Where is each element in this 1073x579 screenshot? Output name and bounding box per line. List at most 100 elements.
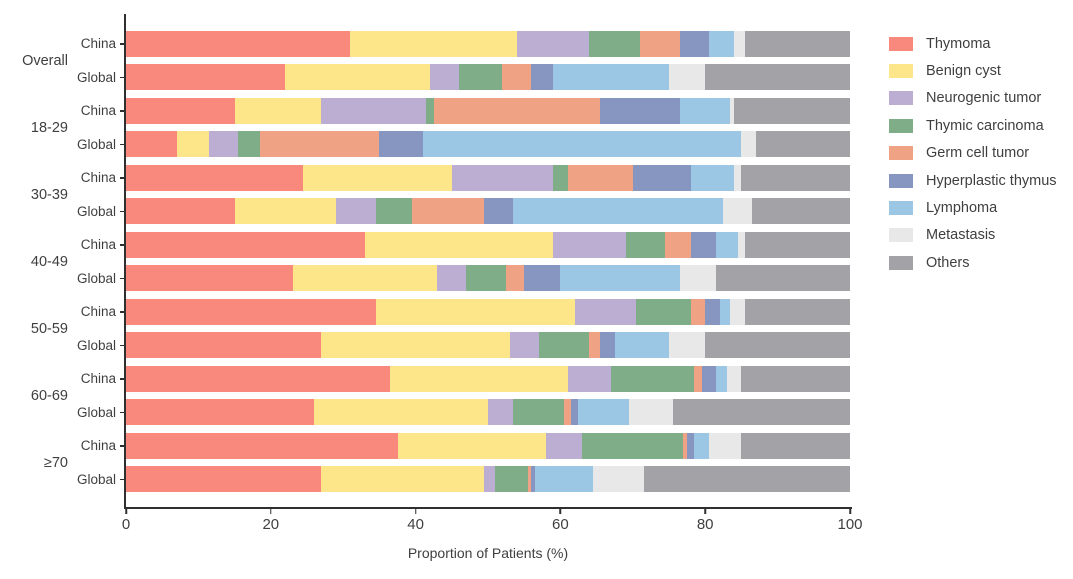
bar-segment-metastasis: [726, 365, 742, 392]
bar-segment-thymoma: [126, 298, 376, 325]
y-tick: [120, 43, 125, 45]
bar-segment-metastasis: [723, 198, 753, 225]
bar-segment-thymoma: [126, 265, 293, 292]
bar-segment-benign-cyst: [350, 30, 517, 57]
bar-segment-hyperplastic-thymus: [632, 164, 691, 191]
bar-segment-metastasis: [730, 298, 745, 325]
bar-row-30-39-China: China: [81, 161, 850, 195]
bar-segment-thymic-carcinoma: [625, 231, 666, 258]
y-tick: [120, 143, 125, 145]
bar-segment-neurogenic-tumor: [209, 131, 239, 158]
bar-segment-lymphoma: [614, 332, 669, 359]
bar-segment-thymoma: [126, 365, 391, 392]
bar-segment-benign-cyst: [375, 298, 575, 325]
bar-segment-thymoma: [126, 399, 315, 426]
y-tick: [120, 311, 125, 313]
bar-segment-benign-cyst: [234, 97, 322, 124]
bar-row-60-69-Global: Global: [77, 396, 850, 430]
bar-segment-others: [643, 466, 850, 493]
bar-segment-thymoma: [126, 198, 235, 225]
bar-segment-germ-cell-tumor: [506, 265, 525, 292]
legend-item-germ-cell-tumor: Germ cell tumor: [889, 140, 1057, 167]
row-label-china: China: [80, 36, 116, 52]
y-tick: [120, 110, 125, 112]
bar-segment-germ-cell-tumor: [563, 399, 572, 426]
legend-item-others: Others: [889, 249, 1057, 276]
bar-segment-others: [741, 164, 850, 191]
legend-label: Lymphoma: [926, 200, 998, 217]
bar-row-50-59-Global: Global: [77, 329, 850, 363]
bar-row-60-69-China: China: [81, 362, 850, 396]
stacked-bar: [126, 30, 850, 57]
x-tick-label: 100: [837, 516, 863, 533]
bar-row-≥70-Global: Global: [77, 463, 850, 497]
bar-segment-hyperplastic-thymus: [679, 30, 709, 57]
bar-segment-thymoma: [126, 97, 235, 124]
bar-segment-lymphoma: [578, 399, 630, 426]
legend-label: Others: [926, 254, 970, 271]
legend-item-benign-cyst: Benign cyst: [889, 57, 1057, 84]
group-label-30-39: 30-39: [30, 186, 68, 203]
bar-segment-germ-cell-tumor: [502, 64, 532, 91]
bar-segment-others: [744, 231, 850, 258]
stacked-bar: [126, 432, 850, 459]
bar-segment-hyperplastic-thymus: [571, 399, 579, 426]
bar-segment-thymoma: [126, 131, 177, 158]
bar-segment-thymic-carcinoma: [582, 432, 684, 459]
y-tick: [120, 210, 125, 212]
bar-segment-neurogenic-tumor: [574, 298, 637, 325]
bar-segment-metastasis: [734, 164, 742, 191]
bar-segment-germ-cell-tumor: [589, 332, 601, 359]
row-label-global: Global: [76, 404, 116, 420]
stacked-bar: [126, 97, 850, 124]
bar-segment-benign-cyst: [321, 466, 485, 493]
bar-segment-lymphoma: [422, 131, 742, 158]
stacked-bar: [126, 466, 850, 493]
bar-segment-germ-cell-tumor: [411, 198, 485, 225]
bar-segment-neurogenic-tumor: [437, 265, 467, 292]
row-label-global: Global: [76, 136, 116, 152]
y-tick: [120, 445, 125, 447]
y-tick: [120, 344, 125, 346]
bar-segment-thymic-carcinoma: [538, 332, 590, 359]
bar-segment-metastasis: [708, 432, 742, 459]
x-tick-mark: [270, 509, 272, 514]
bar-segment-others: [734, 97, 850, 124]
bar-segment-germ-cell-tumor: [259, 131, 380, 158]
bar-row-40-49-Global: Global: [77, 262, 850, 296]
x-tick-mark: [849, 509, 851, 514]
bar-segment-neurogenic-tumor: [516, 30, 590, 57]
bar-segment-hyperplastic-thymus: [531, 64, 554, 91]
x-axis-title: Proportion of Patients (%): [407, 545, 569, 561]
stacked-bar: [126, 298, 850, 325]
bar-row-40-49-China: China: [81, 228, 850, 262]
bar-segment-lymphoma: [716, 365, 727, 392]
x-axis-line: [124, 507, 852, 509]
legend-swatch: [889, 36, 913, 51]
legend-swatch: [889, 64, 913, 79]
bar-segment-hyperplastic-thymus: [484, 198, 514, 225]
bar-segment-benign-cyst: [292, 265, 438, 292]
legend-item-lymphoma: Lymphoma: [889, 194, 1057, 221]
y-tick: [120, 76, 125, 78]
bar-segment-metastasis: [679, 265, 716, 292]
bar-segment-germ-cell-tumor: [690, 298, 706, 325]
bar-segment-germ-cell-tumor: [567, 164, 633, 191]
bar-segment-metastasis: [668, 64, 706, 91]
bar-row-18-29-China: China: [81, 94, 850, 128]
bar-segment-lymphoma: [513, 198, 724, 225]
row-label-china: China: [80, 237, 116, 253]
group-label-≥70: ≥70: [43, 454, 68, 471]
bar-segment-thymic-carcinoma: [589, 30, 641, 57]
bar-segment-thymic-carcinoma: [611, 365, 695, 392]
bar-segment-benign-cyst: [285, 64, 431, 91]
x-tick-label: 20: [262, 516, 280, 533]
x-tick-mark: [559, 509, 562, 514]
y-tick: [120, 378, 125, 380]
y-tick: [120, 411, 125, 413]
bar-segment-thymoma: [126, 64, 286, 91]
bar-segment-lymphoma: [708, 30, 735, 57]
bar-segment-others: [672, 399, 850, 426]
bar-segment-lymphoma: [560, 265, 680, 292]
